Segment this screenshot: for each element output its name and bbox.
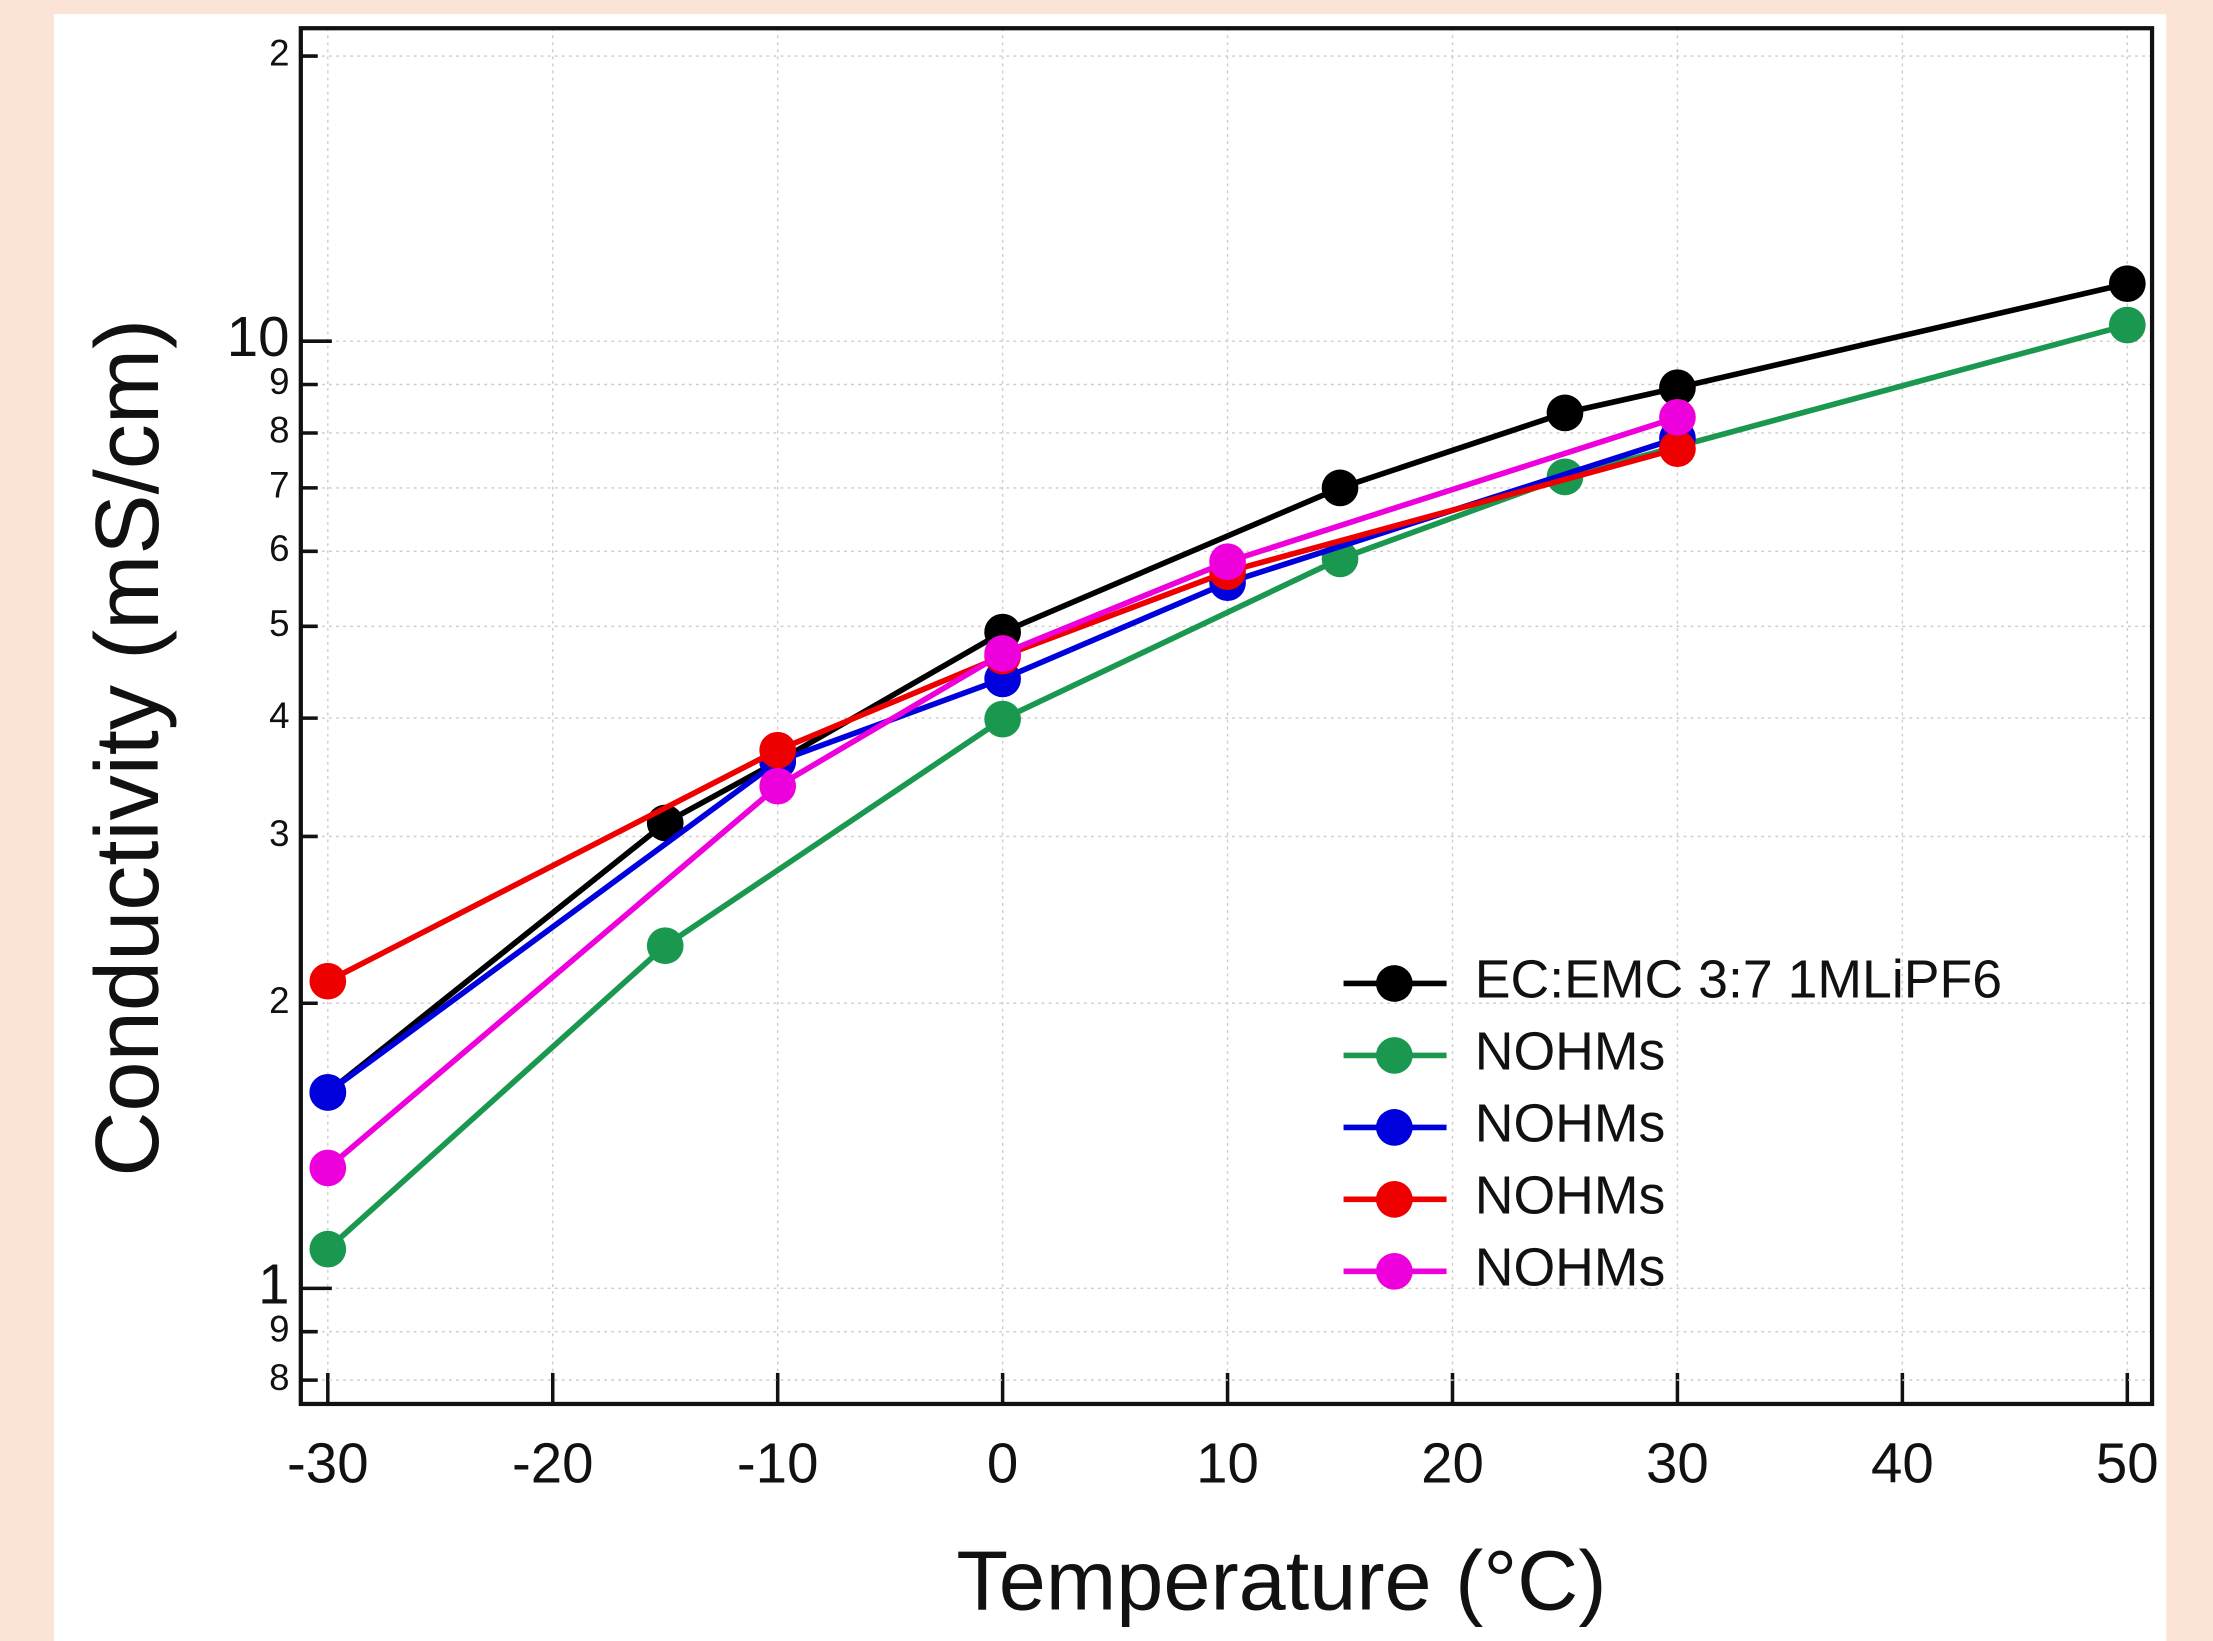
data-point: [2108, 306, 2146, 344]
data-point: [2108, 265, 2146, 303]
series-line: [326, 280, 2128, 1095]
data-point: [309, 962, 347, 1000]
y-tick-label: 9: [269, 1308, 289, 1349]
data-point: [309, 1149, 347, 1187]
legend-label: NOHMs: [1475, 1166, 1666, 1226]
legend-marker: [1376, 1181, 1413, 1218]
data-point: [1659, 369, 1696, 407]
x-tick-label: 40: [1871, 1431, 1934, 1494]
y-tick-label: 10: [227, 305, 290, 368]
y-tick-label: 8: [269, 1357, 289, 1398]
data-point: [1659, 430, 1696, 468]
data-point: [1659, 398, 1696, 436]
legend-label: NOHMs: [1475, 1094, 1666, 1154]
legend-marker: [1376, 1109, 1413, 1146]
y-tick-label: 8: [269, 410, 289, 451]
legend-label: EC:EMC 3:7 1MLiPF6: [1475, 950, 2002, 1010]
y-axis-label: Conductivity (mS/cm): [77, 319, 178, 1177]
x-tick-label: -10: [737, 1431, 819, 1494]
x-tick-label: 10: [1196, 1431, 1259, 1494]
legend-marker: [1376, 965, 1413, 1002]
y-tick-label: 1: [258, 1252, 289, 1315]
y-tick-label: 7: [269, 465, 289, 506]
y-tick-label: 2: [269, 33, 289, 74]
x-axis-label: Temperature (°C): [956, 1533, 1606, 1628]
data-point: [984, 635, 1021, 672]
data-point: [1209, 543, 1246, 581]
y-tick-label: 9: [269, 361, 289, 402]
legend-marker: [1376, 1252, 1413, 1290]
y-tick-label: 4: [269, 695, 289, 736]
plot-frame: [298, 26, 2155, 1407]
x-tick-label: 0: [987, 1431, 1018, 1494]
data-point: [309, 1230, 347, 1268]
x-tick-label: 50: [2096, 1431, 2159, 1494]
x-tick-label: -20: [512, 1431, 594, 1494]
data-point: [646, 927, 684, 965]
y-tick-label: 2: [269, 980, 289, 1021]
y-tick-label: 6: [269, 528, 289, 569]
data-point: [309, 1074, 347, 1111]
data-point: [759, 767, 797, 805]
legend-label: NOHMs: [1475, 1022, 1666, 1082]
data-point: [1321, 469, 1359, 507]
data-point: [984, 700, 1021, 738]
x-tick-label: 30: [1646, 1431, 1709, 1494]
data-point: [1546, 394, 1584, 432]
data-point: [759, 731, 797, 769]
panel: [53, 14, 2167, 1641]
legend-label: NOHMs: [1475, 1237, 1666, 1297]
legend-marker: [1376, 1037, 1413, 1074]
x-tick-label: 20: [1421, 1431, 1484, 1494]
y-tick-label: 5: [269, 603, 289, 644]
y-tick-label: 3: [269, 813, 289, 854]
x-tick-label: -30: [287, 1431, 369, 1494]
